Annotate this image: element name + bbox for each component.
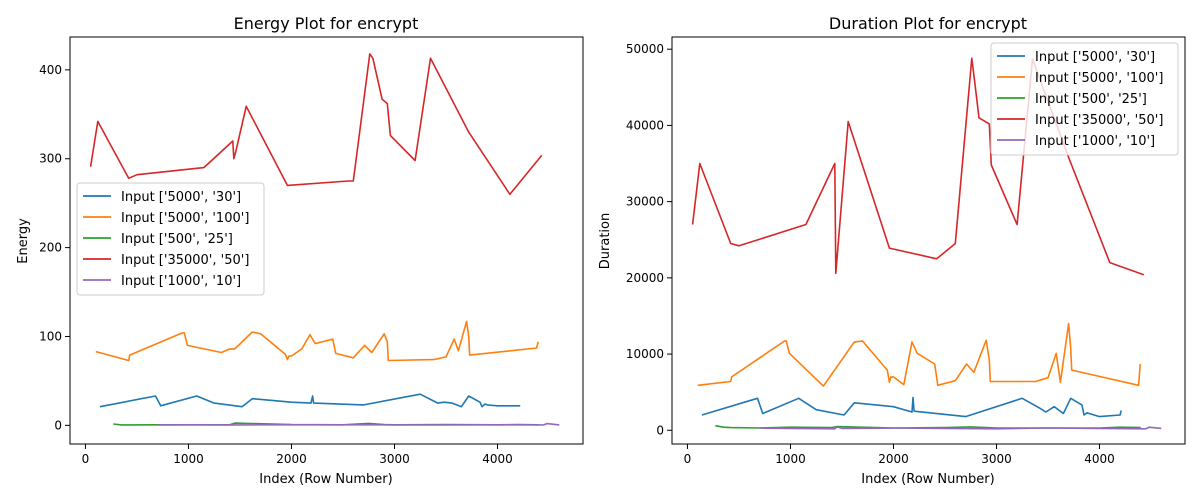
- duration-plot-title: Duration Plot for encrypt: [829, 14, 1027, 33]
- energy-series-line-4: [89, 53, 543, 196]
- duration-legend-label: Input ['5000', '30']: [1035, 50, 1155, 65]
- energy-series-line-2: [95, 320, 539, 362]
- energy-legend-label: Input ['5000', '100']: [121, 211, 249, 226]
- energy-y-tick-label: 100: [39, 329, 62, 343]
- energy-plot-title: Energy Plot for encrypt: [234, 14, 419, 33]
- duration-plot: Duration Plot for encrypt Index (Row Num…: [598, 14, 1186, 487]
- energy-series-line-1: [99, 393, 521, 408]
- duration-y-tick-label: 50000: [626, 42, 664, 56]
- duration-legend: Input ['5000', '30'] Input ['5000', '100'…: [990, 42, 1179, 156]
- duration-legend-label: Input ['5000', '100']: [1035, 71, 1163, 86]
- duration-series-line-5: [759, 426, 1162, 430]
- duration-y-tick-label: 30000: [626, 195, 664, 209]
- duration-y-tick-label: 20000: [626, 271, 664, 285]
- energy-axis-ticks: 0 1000 2000 3000 4000 0 100 200 300 400: [39, 63, 513, 466]
- duration-series-line-2: [697, 322, 1141, 387]
- energy-x-axis-label: Index (Row Number): [259, 472, 392, 487]
- duration-legend-label: Input ['500', '25']: [1035, 92, 1147, 107]
- energy-y-tick-label: 200: [39, 241, 62, 255]
- energy-y-tick-label: 0: [54, 418, 62, 432]
- duration-y-axis-label: Duration: [598, 213, 613, 269]
- energy-plot: Energy Plot for encrypt Index (Row Numbe…: [16, 14, 584, 487]
- energy-y-tick-label: 400: [39, 63, 62, 77]
- duration-x-tick-label: 1000: [775, 452, 806, 466]
- duration-axis-ticks: 0 1000 2000 3000 400001000020000300004000050…: [626, 42, 1115, 466]
- duration-y-tick-label: 10000: [626, 347, 664, 361]
- energy-x-tick-label: 2000: [276, 452, 307, 466]
- energy-x-tick-label: 3000: [379, 452, 410, 466]
- energy-x-tick-label: 4000: [482, 452, 513, 466]
- duration-legend-label: Input ['35000', '50']: [1035, 113, 1163, 128]
- energy-legend-label: Input ['1000', '10']: [121, 274, 241, 289]
- duration-x-tick-label: 0: [684, 452, 692, 466]
- duration-series-line-1: [701, 396, 1122, 418]
- energy-axes-frame: [69, 36, 584, 445]
- duration-x-tick-label: 4000: [1084, 452, 1115, 466]
- energy-series-line-5: [157, 422, 560, 426]
- energy-y-axis-label: Energy: [16, 218, 31, 264]
- duration-legend-box: [990, 42, 1179, 156]
- duration-y-tick-label: 40000: [626, 118, 664, 132]
- duration-y-tick-label: 0: [656, 423, 664, 437]
- energy-legend-box: [76, 182, 265, 296]
- duration-x-tick-label: 2000: [878, 452, 909, 466]
- duration-legend-label: Input ['1000', '10']: [1035, 134, 1155, 149]
- energy-legend-label: Input ['35000', '50']: [121, 253, 249, 268]
- duration-x-tick-label: 3000: [981, 452, 1012, 466]
- energy-x-tick-label: 0: [82, 452, 90, 466]
- energy-legend-label: Input ['500', '25']: [121, 232, 233, 247]
- energy-legend: Input ['5000', '30'] Input ['5000', '100'…: [76, 182, 265, 296]
- duration-x-axis-label: Index (Row Number): [861, 472, 994, 487]
- energy-legend-label: Input ['5000', '30']: [121, 190, 241, 205]
- energy-y-tick-label: 300: [39, 152, 62, 166]
- duration-axes-frame: [671, 36, 1186, 445]
- energy-x-tick-label: 1000: [173, 452, 204, 466]
- energy-series-lines: [89, 53, 560, 426]
